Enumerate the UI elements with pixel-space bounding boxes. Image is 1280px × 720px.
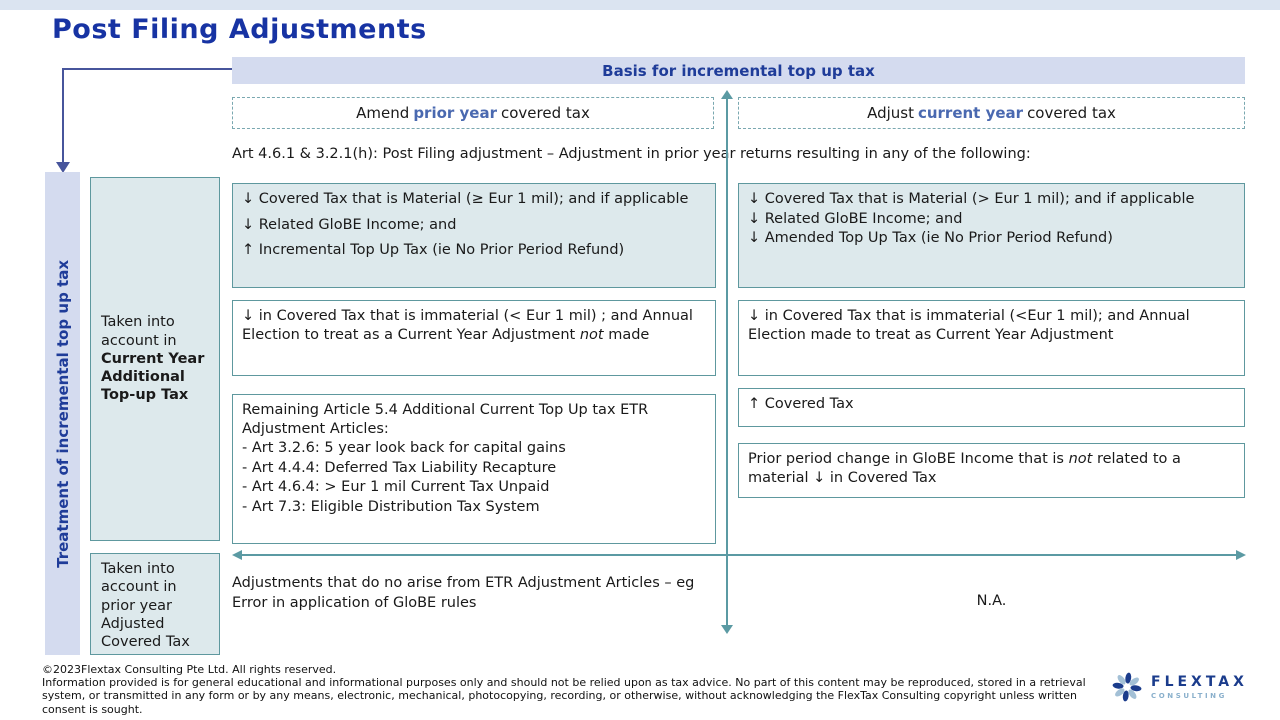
amend-highlight-text: prior year [413,104,497,122]
flextax-logo-subtitle: CONSULTING [1151,692,1227,700]
bottom-note-na: N.A. [976,593,1007,609]
flextax-pinwheel-icon [1112,672,1142,702]
divider-up-arrow-icon [721,90,733,99]
row-label-current-year-topup: Taken into account in Current Year Addit… [90,177,220,541]
flextax-logo: FLEXTAX CONSULTING [1110,670,1248,704]
amend-pre-text: Amend [356,104,410,122]
left-box2-pre: ↓ in Covered Tax that is immaterial (< E… [242,308,693,343]
adjust-post-text: covered tax [1027,104,1116,122]
right-box-immaterial-covered-tax: ↓ in Covered Tax that is immaterial (<Eu… [738,300,1245,376]
left-box3-line5: - Art 7.3: Eligible Distribution Tax Sys… [242,498,540,515]
right-box-prior-period-globe-income: Prior period change in GloBE Income that… [738,443,1245,498]
left-box1-line2: ↓ Related GloBE Income; and [242,216,457,233]
column-header-adjust-current-year: Adjust current year covered tax [738,97,1245,129]
article-intro-text: Art 4.6.1 & 3.2.1(h): Post Filing adjust… [232,146,1031,162]
right-box4-post: related to a material ↓ in Covered Tax [748,451,1181,486]
bottom-note-etr-adjustments: Adjustments that do no arise from ETR Ad… [232,575,695,611]
adjust-highlight-text: current year [917,104,1024,122]
amend-post-text: covered tax [500,104,590,122]
left-box-remaining-articles: Remaining Article 5.4 Additional Current… [232,394,716,544]
left-box1-line1: ↓ Covered Tax that is Material (≥ Eur 1 … [242,191,689,207]
left-box-immaterial-covered-tax: ↓ in Covered Tax that is immaterial (< E… [232,300,716,376]
left-box3-line2: - Art 3.2.6: 5 year look back for capita… [242,440,566,457]
flextax-logo-text: FLEXTAX CONSULTING [1151,674,1248,700]
right-box-covered-tax-increase: ↑ Covered Tax [738,388,1245,427]
footer-copyright-line: ©2023Flextax Consulting Pte Ltd. All rig… [42,663,337,676]
top-accent-strip [0,0,1280,10]
right-box-material-covered-tax: ↓ Covered Tax that is Material (> Eur 1 … [738,183,1245,288]
bottom-row-divider-line [241,554,1237,556]
column-divider-line [726,97,728,627]
basis-header-bar: Basis for incremental top up tax [232,57,1245,84]
left-box2-italic: not [579,326,604,343]
footer-disclaimer-text: Information provided is for general educ… [42,676,1086,716]
right-box4-pre: Prior period change in GloBE Income that… [748,451,1069,467]
page-title: Post Filing Adjustments [52,14,427,45]
left-box2-post: made [603,326,650,343]
row-label-current-bold: Current Year Additional Top-up Tax [101,350,205,404]
row-label-current-text: Taken into account in Current Year Addit… [101,313,214,404]
left-box3-line4: - Art 4.6.4: > Eur 1 mil Current Tax Unp… [242,479,550,496]
left-box3-line1: Remaining Article 5.4 Additional Current… [242,402,649,437]
right-box1-line2: ↓ Related GloBE Income; and [748,210,963,227]
connector-vertical-line [62,68,64,164]
right-box4-italic: not [1068,451,1093,467]
column-header-amend-prior-year: Amend prior year covered tax [232,97,714,129]
connector-horizontal-line [62,68,233,70]
row-label-prior-year-adjusted: Taken into account in prior year Adjuste… [90,553,220,655]
bottom-left-arrow-icon [232,550,242,560]
copyright-footer: ©2023Flextax Consulting Pte Ltd. All rig… [42,663,1104,716]
left-box1-line3: ↑ Incremental Top Up Tax (ie No Prior Pe… [242,242,625,259]
treatment-vertical-label: Treatment of incremental top up tax [53,259,72,568]
row-label-current-pre: Taken into account in [101,314,177,349]
right-box1-line1: ↓ Covered Tax that is Material (> Eur 1 … [748,191,1195,207]
left-box-material-covered-tax: ↓ Covered Tax that is Material (≥ Eur 1 … [232,183,716,288]
flextax-logo-name: FLEXTAX [1151,674,1248,690]
adjust-pre-text: Adjust [867,104,914,122]
connector-down-arrow-icon [56,162,70,173]
left-box3-line3: - Art 4.4.4: Deferred Tax Liability Reca… [242,459,557,476]
right-box1-line3: ↓ Amended Top Up Tax (ie No Prior Period… [748,230,1113,247]
divider-down-arrow-icon [721,625,733,634]
treatment-vertical-bar: Treatment of incremental top up tax [45,172,80,655]
bottom-right-arrow-icon [1236,550,1246,560]
